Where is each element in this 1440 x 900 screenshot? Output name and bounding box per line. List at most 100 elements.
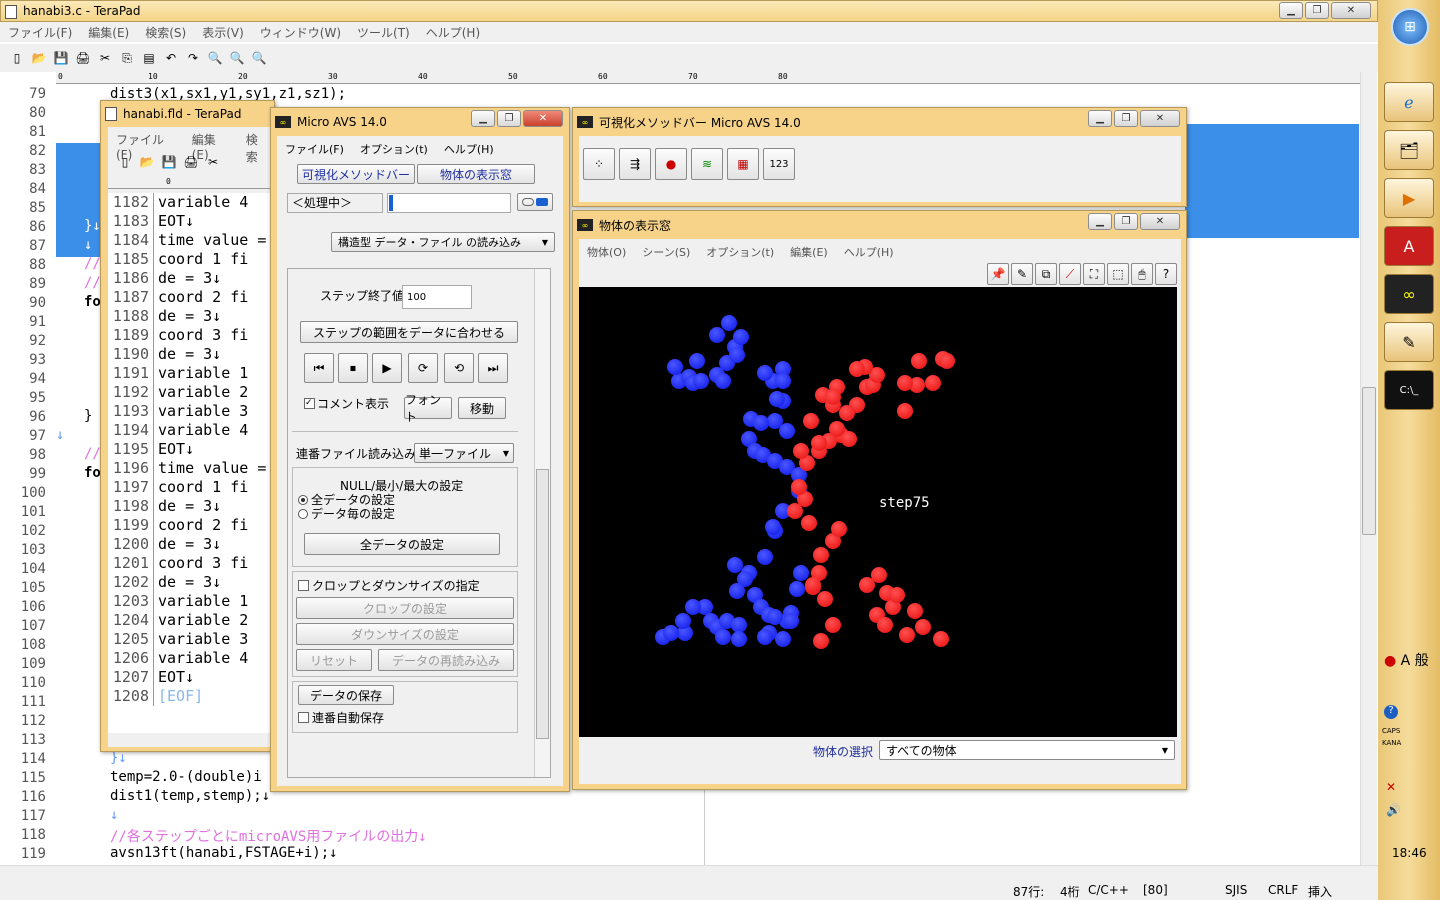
mouse-icon[interactable]: 🖱 (1131, 263, 1153, 285)
viewer-button[interactable]: 物体の表示窓 (417, 164, 535, 184)
cut-icon[interactable]: ✂ (207, 155, 219, 169)
undo-icon[interactable]: ↶ (165, 51, 177, 65)
panel-scrollbar[interactable] (534, 269, 550, 777)
close-button[interactable]: ✕ (523, 110, 563, 127)
ie-icon[interactable]: ℯ (1384, 82, 1434, 122)
radio-each-data[interactable]: データ毎の設定 (298, 505, 395, 522)
menu-file[interactable]: ファイル(F) (8, 26, 73, 40)
new-file-icon[interactable]: ▯ (13, 51, 21, 65)
downsize-settings-button[interactable]: ダウンサイズの設定 (296, 623, 514, 645)
arrows-method-icon[interactable]: ⇶ (619, 148, 651, 180)
save-icon[interactable]: 💾 (161, 155, 177, 169)
pdf-icon[interactable]: A (1384, 226, 1434, 266)
new-file-icon[interactable]: ▯ (121, 155, 129, 169)
reader-select[interactable]: 構造型 データ・ファイル の読み込み ▼ (331, 232, 555, 252)
paste-icon[interactable]: ▤ (143, 51, 155, 65)
menu-scene[interactable]: シーン(S) (642, 246, 691, 259)
menu-tools[interactable]: ツール(T) (357, 26, 410, 40)
volume-icon[interactable]: 🔊 (1386, 803, 1401, 817)
media-player-icon[interactable]: ▶ (1384, 178, 1434, 218)
pen-icon[interactable]: ✎ (1011, 263, 1033, 285)
open-folder-icon[interactable]: 📂 (139, 155, 155, 169)
menu-options[interactable]: オプション(t) (706, 246, 775, 259)
menu-search[interactable]: 検索 (245, 133, 258, 164)
menu-help[interactable]: ヘルプ(H) (425, 26, 481, 40)
fld-text-area[interactable]: 1182 variable 4 1183 EOT↓ 1184 time value = 11… (108, 193, 276, 733)
print-icon[interactable]: 🖨 (75, 51, 91, 65)
minimize-button[interactable]: ▁ (471, 110, 495, 127)
axis-icon[interactable]: ⟋ (1059, 263, 1081, 285)
toggle-button[interactable] (517, 193, 553, 211)
methods-bar-button[interactable]: 可視化メソッドバー (297, 164, 415, 184)
reset-button[interactable]: リセット (296, 649, 372, 671)
close-button[interactable]: ✕ (1140, 110, 1180, 127)
explorer-icon[interactable]: 🗂 (1384, 130, 1434, 170)
minimize-button[interactable]: ▁ (1088, 213, 1112, 230)
last-step-button[interactable]: ⏭ (478, 353, 508, 383)
save-icon[interactable]: 💾 (53, 51, 69, 65)
menu-help[interactable]: ヘルプ(H) (443, 143, 494, 156)
scrollbar-thumb[interactable] (1362, 387, 1376, 535)
play-button[interactable]: ▶ (372, 353, 402, 383)
object-select[interactable]: すべての物体 ▼ (879, 740, 1175, 760)
vertical-scrollbar[interactable] (1360, 72, 1377, 865)
menu-view[interactable]: 表示(V) (202, 26, 244, 40)
menu-options[interactable]: オプション(t) (359, 143, 428, 156)
streamline-method-icon[interactable]: ≋ (691, 148, 723, 180)
menu-help[interactable]: ヘルプ(H) (843, 246, 894, 259)
spheres-method-icon[interactable]: ● (655, 148, 687, 180)
menu-search[interactable]: 検索(S) (145, 26, 187, 40)
menu-file[interactable]: ファイル(F) (285, 143, 344, 156)
font-button[interactable]: フォント (404, 393, 452, 424)
replace-icon[interactable]: 🔍 (251, 51, 267, 65)
network-icon[interactable]: ✕ (1386, 780, 1397, 794)
comment-checkbox[interactable]: ✓ コメント表示 (304, 397, 390, 411)
cut-icon[interactable]: ✂ (99, 51, 111, 65)
all-data-settings-button[interactable]: 全データの設定 (304, 533, 500, 555)
render-canvas[interactable]: step75 (579, 287, 1177, 737)
autosave-checkbox[interactable]: 連番自動保存 (298, 709, 384, 726)
minimize-button[interactable]: ▁ (1279, 2, 1303, 19)
close-button[interactable]: ✕ (1140, 213, 1180, 230)
layout-icon[interactable]: ⧉ (1035, 263, 1057, 285)
clock[interactable]: 18:46 (1392, 846, 1427, 860)
micro-avs-icon[interactable]: ∞ (1384, 274, 1434, 314)
crop-checkbox[interactable]: クロップとダウンサイズの指定 (298, 577, 480, 594)
horizontal-scrollbar[interactable] (0, 865, 1378, 880)
crop-settings-button[interactable]: クロップの設定 (296, 597, 514, 619)
print-icon[interactable]: 🖨 (183, 155, 199, 169)
reverse-loop-button[interactable]: ⟲ (444, 353, 474, 383)
menu-edit[interactable]: 編集(E) (191, 133, 216, 162)
reload-data-button[interactable]: データの再読み込み (378, 649, 514, 671)
radio-all-data[interactable]: 全データの設定 (298, 491, 395, 508)
step-end-input[interactable]: 100 (402, 285, 472, 309)
loop-button[interactable]: ⟳ (408, 353, 438, 383)
stop-button[interactable]: ⏹ (338, 353, 368, 383)
menu-window[interactable]: ウィンドウ(W) (259, 26, 342, 40)
minimize-button[interactable]: ▁ (1088, 110, 1112, 127)
first-step-button[interactable]: ⏮ (304, 353, 334, 383)
fit-range-button[interactable]: ステップの範囲をデータに合わせる (300, 321, 518, 343)
close-button[interactable]: ✕ (1331, 2, 1371, 19)
find-icon[interactable]: 🔍 (207, 51, 223, 65)
fit-view-icon[interactable]: ⛶ (1083, 263, 1105, 285)
scatter-method-icon[interactable]: ⁘ (583, 148, 615, 180)
redo-icon[interactable]: ↷ (187, 51, 199, 65)
move-button[interactable]: 移動 (458, 397, 506, 419)
scrollbar-thumb[interactable] (536, 469, 549, 739)
help-icon[interactable]: ? (1155, 263, 1177, 285)
terapad-icon[interactable]: ✎ (1384, 322, 1434, 362)
help-tray-icon[interactable]: ? (1384, 705, 1398, 719)
save-data-button[interactable]: データの保存 (298, 685, 394, 705)
pin-icon[interactable]: 📌 (987, 263, 1009, 285)
box-icon[interactable]: ⬚ (1107, 263, 1129, 285)
ime-indicator[interactable]: ● A 般 (1384, 653, 1429, 669)
console-icon[interactable]: C:\_ (1384, 370, 1434, 410)
maximize-button[interactable]: ❐ (497, 110, 521, 127)
menu-edit[interactable]: 編集(E) (790, 246, 828, 259)
maximize-button[interactable]: ❐ (1114, 110, 1138, 127)
numbers-method-icon[interactable]: 123 (763, 148, 795, 180)
maximize-button[interactable]: ❐ (1114, 213, 1138, 230)
volume-method-icon[interactable]: ▦ (727, 148, 759, 180)
sequence-select[interactable]: 単一ファイル ▼ (414, 443, 514, 463)
